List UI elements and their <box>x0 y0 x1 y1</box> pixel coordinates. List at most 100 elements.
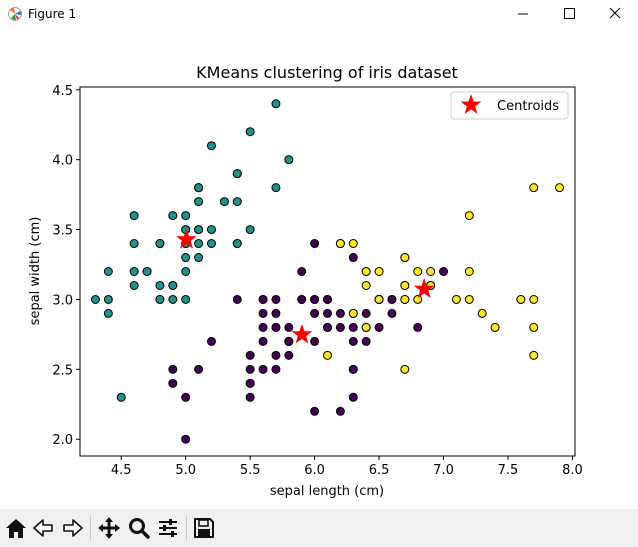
data-point <box>245 378 255 388</box>
data-point <box>258 322 268 332</box>
data-point <box>155 294 165 304</box>
data-point <box>181 253 191 263</box>
magnifier-icon <box>129 518 150 539</box>
data-point <box>348 364 358 374</box>
data-point <box>271 294 281 304</box>
data-point <box>181 392 191 402</box>
save-button[interactable] <box>190 514 218 542</box>
close-icon <box>609 7 621 19</box>
data-point <box>348 336 358 346</box>
toolbar-separator <box>90 515 91 541</box>
data-point <box>555 183 565 193</box>
data-point <box>361 308 371 318</box>
data-point <box>271 183 281 193</box>
data-point <box>400 253 410 263</box>
close-button[interactable] <box>592 0 638 28</box>
data-point <box>439 267 449 276</box>
data-point <box>232 169 242 179</box>
data-point <box>374 322 384 332</box>
data-point <box>168 378 178 388</box>
data-point <box>374 267 384 276</box>
data-point <box>194 239 204 249</box>
data-point <box>451 294 461 304</box>
legend: Centroids <box>450 91 569 120</box>
configure-subplots-button[interactable] <box>154 514 182 542</box>
data-point <box>323 308 332 318</box>
minimize-icon <box>518 13 528 15</box>
data-point <box>348 239 358 249</box>
x-tick-label: 5.0 <box>175 463 196 478</box>
forward-button[interactable] <box>58 514 86 542</box>
centroids-layer <box>176 228 435 344</box>
scatter-plot: KMeans clustering of iris dataset 4.5 5.0… <box>28 63 583 499</box>
data-point <box>335 239 345 249</box>
home-icon <box>6 519 26 538</box>
data-point <box>258 308 268 318</box>
legend-box <box>450 91 569 120</box>
data-point <box>129 267 139 276</box>
data-point <box>413 294 423 304</box>
data-point <box>116 392 126 402</box>
x-tick-label: 8.0 <box>562 463 583 478</box>
data-point <box>284 350 294 360</box>
data-point <box>361 267 371 276</box>
data-point <box>323 294 332 304</box>
data-point <box>271 322 281 332</box>
data-point <box>310 336 320 346</box>
data-point <box>206 141 216 151</box>
zoom-button[interactable] <box>125 514 153 542</box>
data-point <box>413 267 423 276</box>
data-point <box>426 267 436 276</box>
data-point <box>335 322 345 332</box>
data-point <box>258 294 268 304</box>
data-point <box>194 364 204 374</box>
data-point <box>245 392 255 402</box>
legend-label-centroids: Centroids <box>497 99 559 114</box>
back-button[interactable] <box>30 514 58 542</box>
plot-area <box>80 87 575 456</box>
centroid-marker <box>176 228 197 249</box>
x-tick-label: 6.0 <box>304 463 325 478</box>
data-point <box>103 267 113 276</box>
data-point <box>129 280 139 290</box>
y-tick-label: 2.5 <box>52 363 73 378</box>
y-tick-label: 3.0 <box>52 293 73 308</box>
x-tick-label: 5.5 <box>240 463 261 478</box>
data-point <box>284 155 294 165</box>
home-button[interactable] <box>2 514 30 542</box>
data-point <box>323 322 332 332</box>
toolbar-separator <box>186 515 187 541</box>
data-point <box>310 239 320 249</box>
data-point <box>348 392 358 402</box>
data-point <box>181 294 191 304</box>
window-title: Figure 1 <box>28 7 77 21</box>
y-tick-label: 4.0 <box>52 154 73 169</box>
data-point <box>245 127 255 137</box>
back-arrow-icon <box>33 519 53 537</box>
data-point <box>232 239 242 249</box>
data-point <box>245 364 255 374</box>
data-point <box>271 364 281 374</box>
data-point <box>284 336 294 346</box>
minimize-button[interactable] <box>500 0 546 28</box>
data-point <box>90 294 100 304</box>
data-point <box>168 294 178 304</box>
data-point <box>529 350 539 360</box>
forward-arrow-icon <box>63 519 83 537</box>
data-point <box>181 434 191 444</box>
data-point <box>129 211 139 221</box>
data-point <box>271 350 281 360</box>
data-point <box>464 211 474 221</box>
data-point <box>181 267 191 276</box>
y-axis-ticks: 2.0 2.5 3.0 3.5 4.0 4.5 <box>52 84 80 448</box>
maximize-button[interactable] <box>546 0 592 28</box>
data-point <box>168 364 178 374</box>
data-point <box>387 308 397 318</box>
data-point <box>516 294 526 304</box>
data-point <box>361 280 371 290</box>
centroid-marker <box>291 323 313 344</box>
pan-button[interactable] <box>95 514 123 542</box>
data-point <box>206 239 216 249</box>
data-point <box>297 294 307 304</box>
data-point <box>245 350 255 360</box>
